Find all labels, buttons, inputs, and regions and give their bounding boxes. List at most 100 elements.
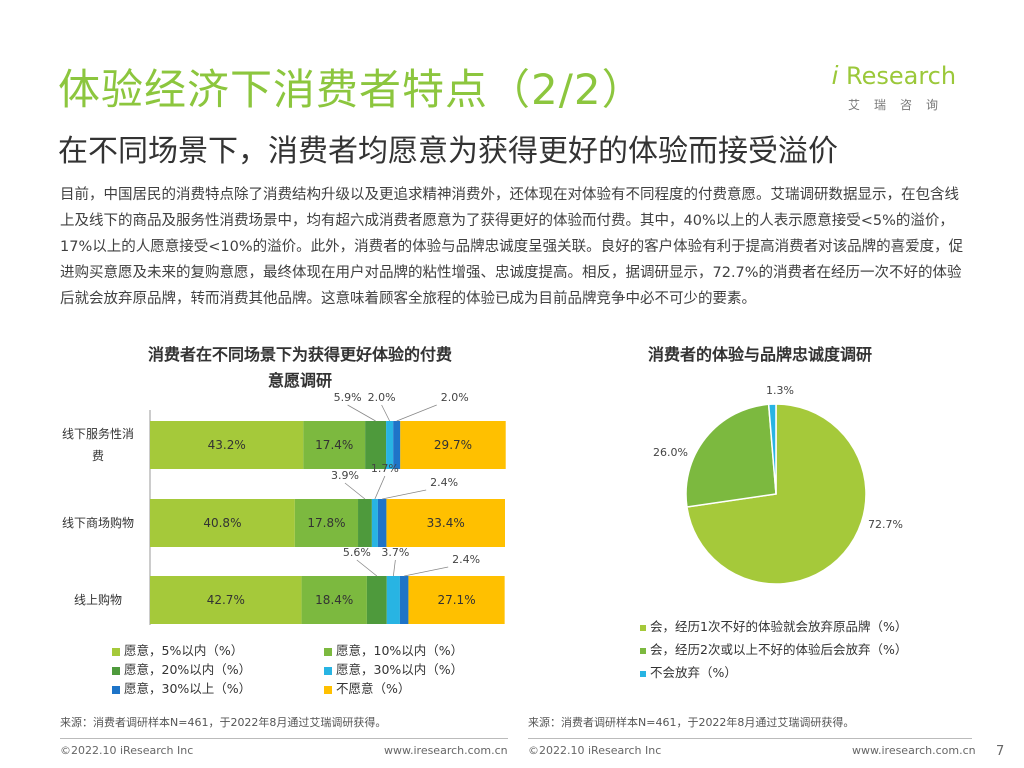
pie-slice bbox=[767, 403, 777, 495]
footer-copyright-right: ©2022.10 iResearch Inc bbox=[528, 744, 662, 757]
legend-swatch bbox=[324, 666, 332, 675]
bar-data-label: 2.4% bbox=[430, 476, 458, 489]
legend-swatch bbox=[324, 647, 332, 656]
bar-segment bbox=[294, 499, 359, 547]
category-label: 线下商场购物 bbox=[62, 515, 134, 530]
bar-segment bbox=[150, 499, 295, 547]
callout-line bbox=[344, 482, 366, 500]
callout-line bbox=[356, 559, 378, 577]
bar-segment bbox=[301, 576, 367, 624]
bar-segment bbox=[399, 576, 409, 624]
bar-segment bbox=[303, 421, 366, 469]
bar-data-label: 40.8% bbox=[203, 516, 241, 530]
bar-segment bbox=[386, 499, 505, 547]
chart2-title: 消费者的体验与品牌忠诚度调研 bbox=[647, 345, 872, 364]
legend-item: 不愿意（%） bbox=[324, 678, 410, 697]
legend-label: 会，经历1次不好的体验就会放弃原品牌（%） bbox=[650, 619, 908, 634]
legend-swatch bbox=[112, 666, 120, 675]
bar-data-label: 43.2% bbox=[208, 438, 246, 452]
callout-line bbox=[392, 559, 396, 577]
bar-segment bbox=[386, 421, 394, 469]
bar-data-label: 5.6% bbox=[343, 546, 371, 559]
legend-swatch bbox=[640, 624, 646, 631]
bar-data-label: 18.4% bbox=[315, 593, 353, 607]
legend-item: 愿意，10%以内（%） bbox=[324, 640, 463, 659]
bar-segment bbox=[408, 576, 505, 624]
legend-item: 愿意，5%以内（%） bbox=[112, 640, 243, 659]
bar-segment bbox=[386, 576, 400, 624]
callout-line bbox=[396, 404, 437, 422]
page-subtitle: 在不同场景下，消费者均愿意为获得更好的体验而接受溢价 bbox=[58, 134, 838, 169]
bar-segment bbox=[400, 421, 506, 469]
logo-word: Research bbox=[846, 62, 957, 90]
bar-data-label: 17.4% bbox=[315, 438, 353, 452]
bar-segment bbox=[150, 421, 304, 469]
chart1-title-line2: 意愿调研 bbox=[267, 371, 332, 390]
callout-line bbox=[381, 404, 390, 422]
bar-data-label: 3.9% bbox=[331, 469, 359, 482]
legend-label: 愿意，5%以内（%） bbox=[124, 643, 244, 658]
category-label: 线下服务性消 bbox=[62, 426, 134, 441]
legend-swatch bbox=[640, 670, 646, 677]
source-note-right: 来源：消费者调研样本N=461，于2022年8月通过艾瑞调研获得。 bbox=[528, 716, 855, 729]
bar-data-label: 2.4% bbox=[452, 553, 480, 566]
pie-data-label: 72.7% bbox=[868, 518, 903, 531]
summary-paragraph: 目前，中国居民的消费特点除了消费结构升级以及更追求精神消费外，还体现在对体验有不… bbox=[60, 187, 964, 307]
page-title: 体验经济下消费者特点（2/2） bbox=[58, 65, 645, 114]
footer-url-right[interactable]: www.iresearch.com.cn bbox=[852, 744, 976, 757]
bar-data-label: 42.7% bbox=[207, 593, 245, 607]
legend-swatch bbox=[324, 685, 332, 694]
pie-data-label: 26.0% bbox=[653, 446, 688, 459]
pie-slice bbox=[685, 403, 777, 508]
legend-swatch bbox=[640, 647, 646, 654]
legend-swatch bbox=[112, 647, 120, 656]
callout-line bbox=[404, 566, 449, 577]
iresearch-logo: i Research 艾瑞咨询 bbox=[832, 60, 972, 118]
legend-item: 愿意，30%以内（%） bbox=[324, 659, 463, 678]
legend-label: 不会放弃（%） bbox=[650, 665, 737, 680]
footer-divider-right bbox=[528, 738, 972, 739]
legend-label: 会，经历2次或以上不好的体验后会放弃（%） bbox=[650, 642, 908, 657]
footer-url-left[interactable]: www.iresearch.com.cn bbox=[384, 744, 508, 757]
source-note-left: 来源：消费者调研样本N=461，于2022年8月通过艾瑞调研获得。 bbox=[60, 716, 387, 729]
bar-data-label: 17.8% bbox=[307, 516, 345, 530]
bar-data-label: 2.0% bbox=[368, 391, 396, 404]
bar-segment bbox=[365, 421, 387, 469]
bar-segment bbox=[371, 499, 378, 547]
pie-chart: 72.7% 26.0% 1.3% bbox=[653, 384, 903, 585]
bar-segment bbox=[358, 499, 372, 547]
legend-item: 愿意，30%以上（%） bbox=[112, 678, 251, 697]
legend-label: 愿意，30%以内（%） bbox=[336, 662, 464, 677]
bar-data-label: 27.1% bbox=[437, 593, 475, 607]
callout-line bbox=[374, 475, 386, 500]
pie-chart-legend: 会，经历1次不好的体验就会放弃原品牌（%） 会，经历2次或以上不好的体验后会放弃（… bbox=[640, 616, 960, 686]
legend-label: 愿意，10%以内（%） bbox=[336, 643, 464, 658]
logo-mark: i bbox=[832, 60, 838, 90]
bar-segment bbox=[393, 421, 401, 469]
legend-label: 不愿意（%） bbox=[336, 681, 411, 696]
legend-item: 会，经历2次或以上不好的体验后会放弃（%） bbox=[640, 639, 907, 658]
bar-data-label: 5.9% bbox=[334, 391, 362, 404]
callout-line bbox=[347, 404, 376, 422]
bar-data-label: 29.7% bbox=[434, 438, 472, 452]
page-number: 7 bbox=[996, 744, 1005, 759]
chart1-title-line1: 消费者在不同场景下为获得更好体验的付费 bbox=[147, 345, 452, 364]
bar-segment bbox=[366, 576, 387, 624]
bar-data-label: 3.7% bbox=[381, 546, 409, 559]
category-label: 费 bbox=[92, 449, 104, 463]
bar-segment bbox=[150, 576, 302, 624]
bar-segment bbox=[377, 499, 387, 547]
category-label: 线上购物 bbox=[74, 592, 122, 607]
bar-data-label: 1.7% bbox=[371, 462, 399, 475]
legend-swatch bbox=[112, 685, 120, 694]
footer-divider-left bbox=[60, 738, 508, 739]
legend-item: 会，经历1次不好的体验就会放弃原品牌（%） bbox=[640, 616, 907, 635]
bar-data-label: 33.4% bbox=[427, 516, 465, 530]
logo-chinese: 艾瑞咨询 bbox=[848, 98, 953, 112]
bar-chart-legend: 愿意，5%以内（%） 愿意，10%以内（%） 愿意，20%以内（%） 愿意，30%以内… bbox=[112, 640, 512, 700]
legend-item: 不会放弃（%） bbox=[640, 662, 737, 681]
legend-label: 愿意，30%以上（%） bbox=[124, 681, 252, 696]
bar-data-label: 2.0% bbox=[441, 391, 469, 404]
legend-item: 愿意，20%以内（%） bbox=[112, 659, 251, 678]
